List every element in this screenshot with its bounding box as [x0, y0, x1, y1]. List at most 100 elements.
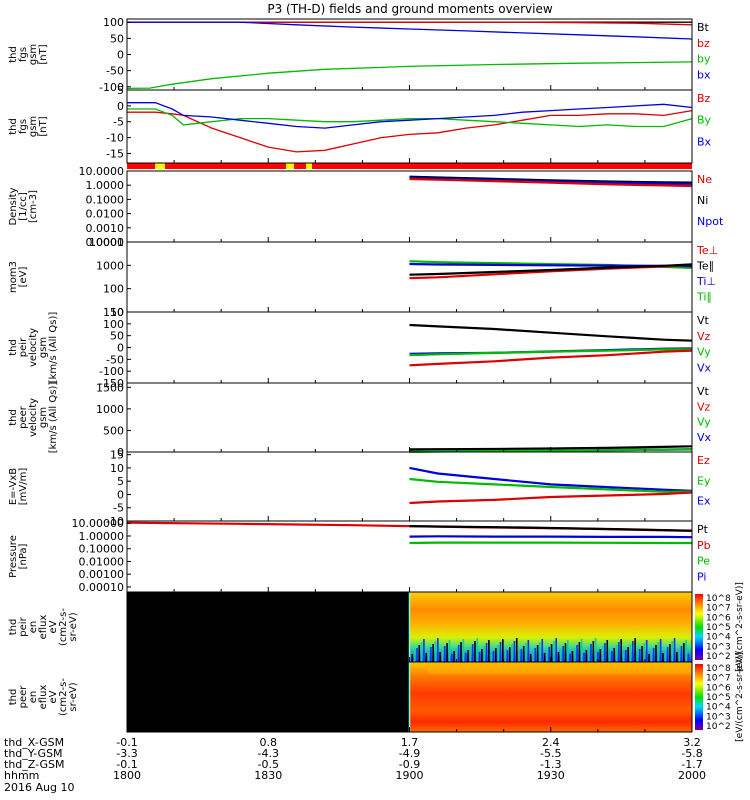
y-tick-label: 100 [103, 16, 124, 29]
y-axis-label: gsm [28, 116, 39, 137]
spectrogram-streak [476, 638, 479, 662]
x-axis-row-label: thd_Y-GSM [4, 747, 63, 760]
colorbar-tick: 10^4 [706, 633, 731, 643]
spectrogram-streak [562, 646, 564, 662]
series-bz-line [127, 109, 693, 153]
y-axis-label: en [28, 691, 39, 704]
x-axis-value: -1.7 [681, 758, 702, 771]
x-axis-value: 3.2 [683, 736, 701, 749]
spectrogram-streak [599, 649, 602, 662]
spectrogram-streak [573, 648, 576, 662]
spectrogram-streak [443, 646, 446, 662]
legend-ez: Ez [697, 454, 710, 467]
panel-peir_en_eflux: 10^810^710^610^510^410^310^2 [eV/(cm^2-s-… [8, 582, 745, 672]
legend-vx: Vx [697, 431, 712, 444]
legend-te: Te∥ [696, 260, 714, 273]
spectrogram-streak [502, 639, 504, 662]
spectrogram-streak [657, 642, 660, 662]
y-axis-label: thd [8, 689, 19, 706]
y-tick-label: -50 [106, 65, 124, 78]
y-tick-label: -50 [106, 353, 124, 366]
series-vt-line [409, 323, 693, 342]
y-tick-label: -5 [113, 116, 124, 129]
panel-peer_en_eflux: 10^810^710^610^510^410^310^2 [eV/(cm^2-s-… [8, 652, 745, 742]
spectrogram-streak [601, 646, 604, 662]
spectrogram-streak [469, 647, 472, 662]
y-axis-label: fgs [18, 47, 29, 62]
y-tick-label: 10.0000 [79, 165, 125, 178]
spectrogram-streak [662, 653, 664, 662]
spectrogram-streak [427, 650, 430, 662]
spectrogram-streak [685, 640, 687, 662]
spectrogram-streak [423, 639, 425, 662]
colorbar-tick: 10^8 [706, 594, 731, 604]
spectrogram-streak [455, 648, 458, 662]
spectrogram-streak [450, 654, 453, 662]
y-tick-label: 10000 [89, 236, 124, 249]
panel-fgs_dsl_nT: 5 0 -5 -10 -15 Bz By Bx thd fgs gsm [nT] [8, 84, 712, 164]
legend-vt: Vt [697, 385, 710, 398]
spectrogram-streak [615, 645, 618, 662]
y-tick-label: 0.0001 [86, 236, 125, 249]
spectrogram-streak [504, 653, 506, 662]
y-tick-label: 0.1000 [86, 193, 125, 206]
spectrogram-streak [643, 643, 646, 662]
x-axis-value: -1.3 [540, 758, 561, 771]
spectrogram-streak [560, 649, 562, 662]
spectrogram-streak [525, 643, 527, 662]
spectrogram-streak [625, 650, 627, 662]
spectrogram-streak [513, 641, 516, 662]
spectrogram-streak [432, 644, 434, 662]
spectrogram-streak [546, 650, 548, 662]
legend-ti: Ti⊥ [696, 275, 716, 288]
spectrogram-streak [606, 640, 609, 662]
colorbar-label: [eV/(cm^2-s-sr-eV)] [735, 582, 745, 672]
spectrogram-streak [629, 644, 632, 662]
spectrogram-streak [652, 648, 655, 662]
legend-te: Te⊥ [696, 244, 718, 257]
spectrogram-streak [659, 639, 662, 662]
y-tick-label: 0 [117, 49, 124, 62]
x-axis-row-label: thd_X-GSM [4, 736, 64, 749]
y-tick-label: 15 [110, 449, 124, 462]
status-bar-flag [286, 163, 294, 169]
legend-vz: Vz [697, 400, 711, 413]
spectrogram-streak [669, 644, 671, 662]
y-tick-label: 0.10000 [79, 543, 125, 556]
spectrogram-streak [478, 652, 481, 662]
spectrogram-streak [566, 640, 569, 662]
y-axis-label: [cm-3] [28, 190, 39, 223]
spectrogram-streak [492, 651, 495, 662]
status-bar-flag [155, 163, 165, 169]
legend-ex: Ex [697, 495, 711, 508]
x-axis-value: -0.1 [116, 736, 137, 749]
y-tick-label: 1000 [96, 259, 124, 272]
spectrogram-streak [580, 639, 583, 662]
series-te-line [409, 263, 693, 276]
spectrogram-streak [594, 638, 597, 662]
colorbar-tick: 10^6 [706, 683, 731, 693]
colorbar-gradient [695, 594, 703, 660]
spectrogram-streak [645, 640, 648, 662]
series-pt-line [409, 525, 693, 532]
x-axis-value: -0.9 [399, 758, 420, 771]
spectrogram-streak [446, 643, 448, 662]
x-axis-value: -0.1 [116, 758, 137, 771]
y-axis-label: mom3 [8, 261, 19, 293]
spectrogram-streak [655, 645, 657, 662]
legend-bz: Bz [697, 92, 711, 105]
y-axis-label: [mV/m] [18, 468, 29, 506]
y-tick-label: 0.0100 [86, 208, 125, 221]
spectrogram-streak [636, 652, 639, 662]
spectrogram-streak [550, 644, 553, 662]
spectrogram-streak [497, 645, 499, 662]
colorbar-gradient [695, 664, 703, 730]
y-tick-label: -100 [99, 81, 124, 94]
spectrogram-streak [611, 651, 613, 662]
spectrogram-streak [522, 646, 525, 662]
y-tick-label: 1000 [96, 403, 124, 416]
spectrogram-streak [648, 654, 650, 662]
colorbar: 10^810^710^610^510^410^310^2 [eV/(cm^2-s-… [695, 582, 745, 672]
spectrogram-streak [488, 640, 490, 662]
spectrogram-streak [495, 648, 497, 662]
